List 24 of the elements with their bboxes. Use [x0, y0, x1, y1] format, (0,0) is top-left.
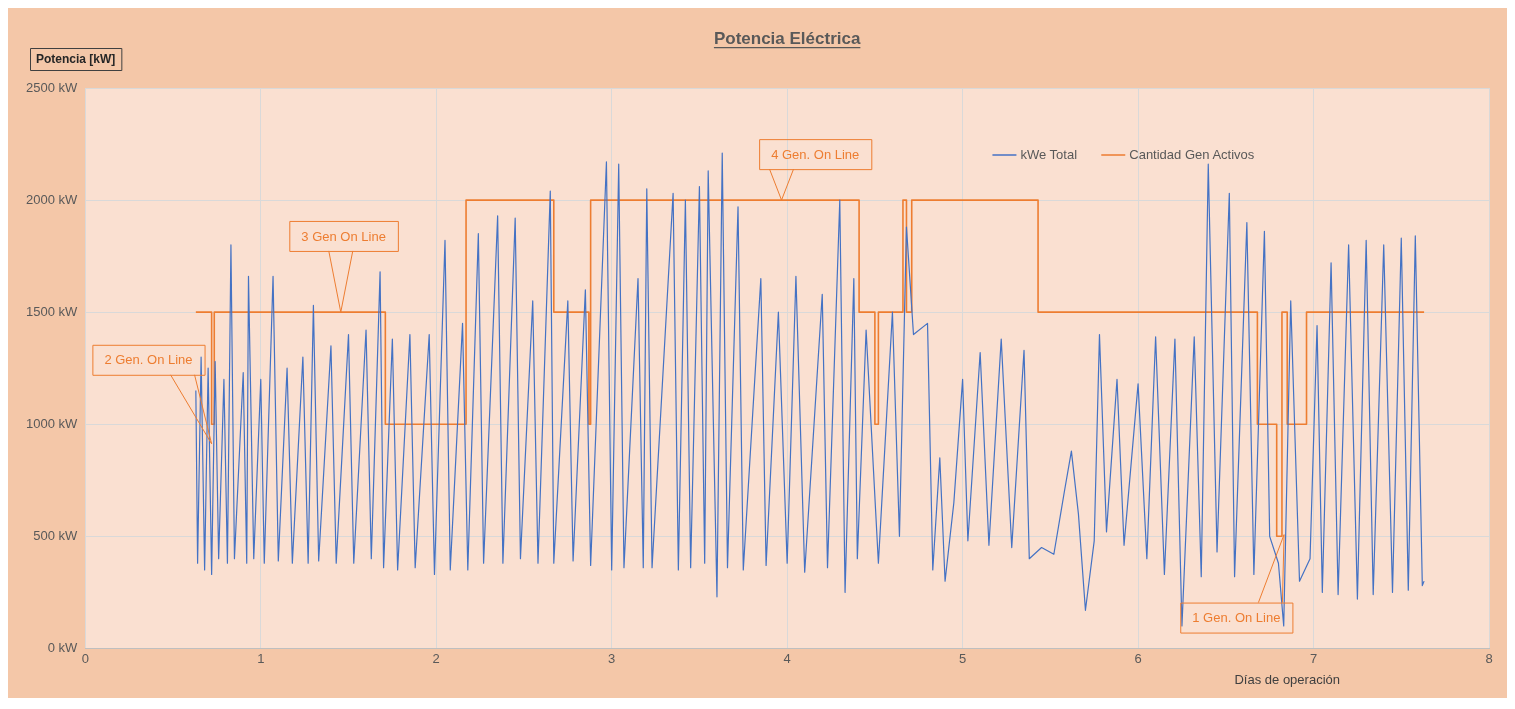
annotation: 2 Gen. On Line	[104, 352, 193, 368]
annotation: 1 Gen. On Line	[1192, 610, 1281, 626]
x-tick-label: 5	[959, 650, 967, 666]
y-axis-title: Potencia [kW]	[36, 52, 116, 67]
x-tick-label: 3	[608, 650, 616, 666]
x-tick-label: 7	[1309, 650, 1318, 666]
annotation: 3 Gen On Line	[301, 228, 386, 244]
x-tick-label: 6	[1134, 650, 1142, 666]
x-tick-label: 2	[432, 650, 440, 666]
x-tick-label: 1	[257, 650, 265, 666]
y-tick-label: 0 kW	[47, 639, 79, 655]
x-tick-label: 8	[1485, 650, 1493, 666]
y-tick-label: 1500 kW	[25, 303, 79, 319]
x-tick-label: 4	[783, 650, 791, 666]
y-tick-label: 2500 kW	[25, 79, 79, 95]
chart-title: Potencia Eléctrica	[713, 29, 861, 48]
y-tick-label: 2000 kW	[25, 191, 79, 207]
x-tick-label: 0	[81, 650, 89, 666]
legend-label: Cantidad Gen Activos	[1129, 146, 1255, 162]
y-tick-label: 1000 kW	[25, 415, 79, 431]
x-axis-title: Días de operación	[1234, 672, 1340, 688]
annotation: 4 Gen. On Line	[771, 146, 860, 162]
legend-label: kWe Total	[1020, 146, 1078, 162]
y-tick-label: 500 kW	[33, 527, 79, 543]
